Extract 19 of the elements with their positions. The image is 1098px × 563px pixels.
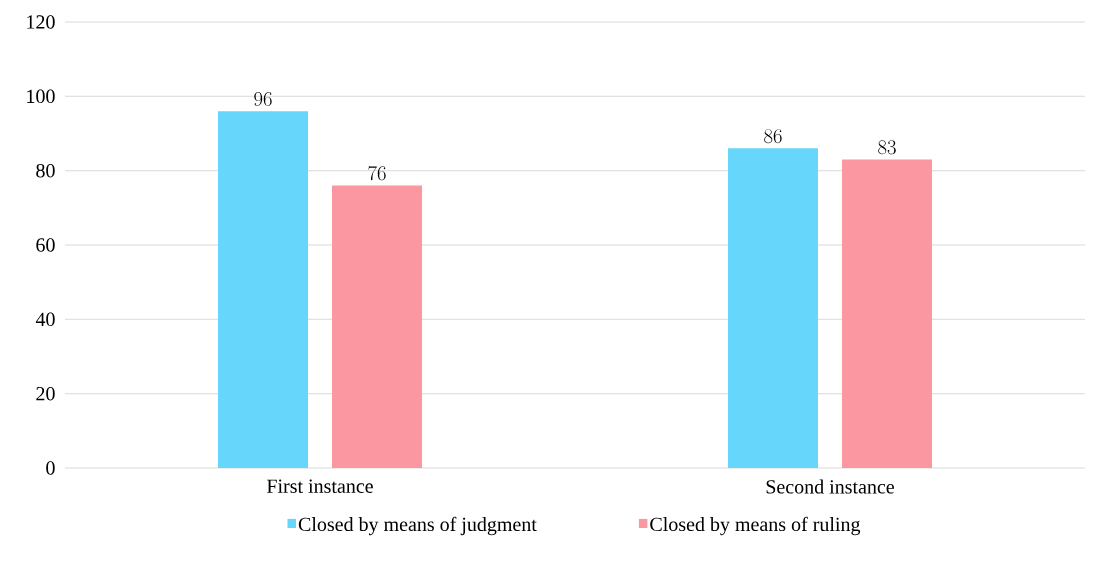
- x-tick-label: Second instance: [766, 479, 894, 494]
- y-tick-label: 100: [27, 89, 55, 104]
- data-label: 76: [368, 165, 386, 181]
- data-label: 83: [878, 140, 896, 155]
- legend-label: Closed by means of judgment: [298, 516, 537, 536]
- x-tick-label: First instance: [266, 479, 373, 493]
- bar: [332, 185, 422, 468]
- y-tick-label: 120: [27, 15, 55, 29]
- bar: [218, 111, 308, 468]
- bar: [728, 148, 818, 468]
- data-label: 86: [764, 129, 782, 144]
- data-label: 96: [254, 91, 272, 106]
- bar: [842, 159, 932, 468]
- y-tick-label: 40: [35, 312, 55, 327]
- y-tick-label: 60: [36, 238, 55, 252]
- y-tick-label: 0: [46, 461, 55, 475]
- y-tick-label: 80: [36, 163, 55, 178]
- y-tick-label: 20: [36, 386, 55, 401]
- legend-label: Closed by means of ruling: [650, 516, 861, 536]
